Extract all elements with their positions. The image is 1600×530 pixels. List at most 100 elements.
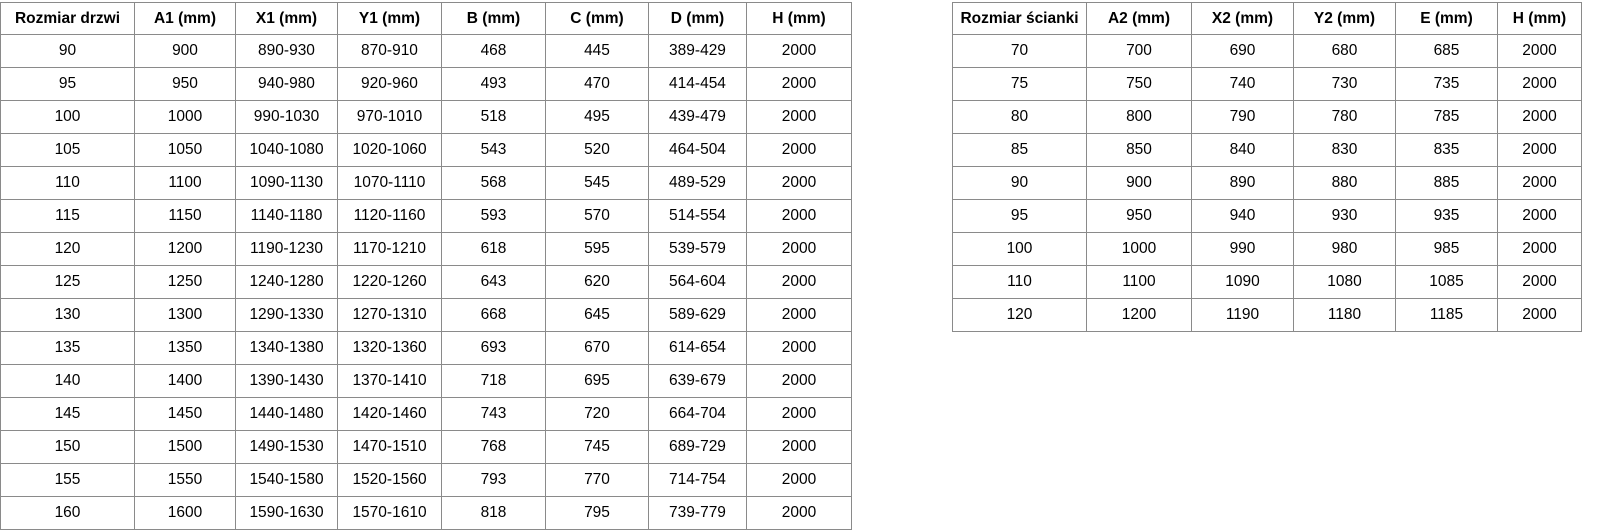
table-cell: 718: [441, 364, 546, 398]
row-size-cell: 155: [0, 463, 135, 497]
table-cell: 1440-1480: [235, 397, 338, 431]
row-size-cell: 90: [0, 34, 135, 68]
table-cell: 970-1010: [337, 100, 442, 134]
table-cell: 2000: [746, 67, 852, 101]
column-header-5: H (mm): [1497, 2, 1582, 35]
table-cell: 445: [545, 34, 649, 68]
table-cell: 835: [1395, 133, 1498, 167]
table-cell: 940-980: [235, 67, 338, 101]
table-cell: 543: [441, 133, 546, 167]
table-cell: 1340-1380: [235, 331, 338, 365]
table-cell: 1080: [1293, 265, 1396, 299]
table-cell: 568: [441, 166, 546, 200]
table-cell: 695: [545, 364, 649, 398]
column-header-4: E (mm): [1395, 2, 1498, 35]
table-cell: 1100: [134, 166, 236, 200]
row-size-cell: 130: [0, 298, 135, 332]
row-size-cell: 110: [0, 166, 135, 200]
table-row: 150 1500 1490-1530 1470-1510 768 745 689-729 20…: [0, 430, 852, 464]
table-cell: 1190-1230: [235, 232, 338, 266]
row-size-cell: 95: [952, 199, 1087, 233]
table-cell: 900: [1086, 166, 1192, 200]
table-cell: 2000: [1497, 67, 1582, 101]
door-table-header: Rozmiar drzwi A1 (mm) X1 (mm) Y1 (mm) B (mm)…: [0, 2, 852, 35]
table-cell: 2000: [746, 265, 852, 299]
table-cell: 1520-1560: [337, 463, 442, 497]
table-cell: 1180: [1293, 298, 1396, 332]
table-cell: 1250: [134, 265, 236, 299]
table-cell: 645: [545, 298, 649, 332]
wall-size-table: Rozmiar ścianki A2 (mm) X2 (mm) Y2 (mm) E (m…: [952, 2, 1582, 332]
table-cell: 790: [1191, 100, 1294, 134]
table-cell: 930: [1293, 199, 1396, 233]
row-size-cell: 140: [0, 364, 135, 398]
table-cell: 1000: [1086, 232, 1192, 266]
table-row: 80 800 790 780 785 2000: [952, 100, 1582, 134]
column-header-2: X1 (mm): [235, 2, 338, 35]
table-cell: 1070-1110: [337, 166, 442, 200]
table-row: 110 1100 1090-1130 1070-1110 568 545 489-529 20…: [0, 166, 852, 200]
table-cell: 520: [545, 133, 649, 167]
table-cell: 2000: [1497, 100, 1582, 134]
table-cell: 1200: [1086, 298, 1192, 332]
table-cell: 740: [1191, 67, 1294, 101]
table-header-row: Rozmiar ścianki A2 (mm) X2 (mm) Y2 (mm) E (m…: [952, 2, 1582, 35]
table-cell: 1220-1260: [337, 265, 442, 299]
table-cell: 1590-1630: [235, 496, 338, 530]
table-cell: 935: [1395, 199, 1498, 233]
table-cell: 690: [1191, 34, 1294, 68]
door-table-body: 90 900 890-930 870-910 468 445 389-429 2000 95 95…: [0, 34, 852, 530]
table-cell: 1185: [1395, 298, 1498, 332]
row-size-cell: 150: [0, 430, 135, 464]
table-row: 70 700 690 680 685 2000: [952, 34, 1582, 68]
table-cell: 1390-1430: [235, 364, 338, 398]
table-cell: 2000: [746, 100, 852, 134]
row-size-cell: 90: [952, 166, 1087, 200]
table-cell: 1500: [134, 430, 236, 464]
table-cell: 795: [545, 496, 649, 530]
table-cell: 620: [545, 265, 649, 299]
row-size-cell: 75: [952, 67, 1087, 101]
row-size-cell: 80: [952, 100, 1087, 134]
table-cell: 1320-1360: [337, 331, 442, 365]
table-cell: 2000: [1497, 34, 1582, 68]
table-cell: 670: [545, 331, 649, 365]
row-size-cell: 135: [0, 331, 135, 365]
door-size-table: Rozmiar drzwi A1 (mm) X1 (mm) Y1 (mm) B (mm)…: [0, 2, 852, 530]
table-cell: 2000: [1497, 265, 1582, 299]
table-cell: 2000: [746, 463, 852, 497]
table-cell: 570: [545, 199, 649, 233]
table-cell: 2000: [746, 364, 852, 398]
table-row: 105 1050 1040-1080 1020-1060 543 520 464-504 20…: [0, 133, 852, 167]
table-cell: 950: [1086, 199, 1192, 233]
table-row: 135 1350 1340-1380 1320-1360 693 670 614-654 20…: [0, 331, 852, 365]
table-cell: 1490-1530: [235, 430, 338, 464]
row-size-cell: 95: [0, 67, 135, 101]
table-row: 140 1400 1390-1430 1370-1410 718 695 639-679 20…: [0, 364, 852, 398]
column-header-2: X2 (mm): [1191, 2, 1294, 35]
table-cell: 1100: [1086, 265, 1192, 299]
table-row: 130 1300 1290-1330 1270-1310 668 645 589-629 20…: [0, 298, 852, 332]
wall-table-header: Rozmiar ścianki A2 (mm) X2 (mm) Y2 (mm) E (m…: [952, 2, 1582, 35]
table-cell: 739-779: [648, 496, 747, 530]
table-row: 100 1000 990-1030 970-1010 518 495 439-479 2000: [0, 100, 852, 134]
wall-size-table-container: Rozmiar ścianki A2 (mm) X2 (mm) Y2 (mm) E (m…: [952, 2, 1582, 332]
table-row: 125 1250 1240-1280 1220-1260 643 620 564-604 20…: [0, 265, 852, 299]
table-cell: 1450: [134, 397, 236, 431]
row-size-cell: 120: [952, 298, 1087, 332]
table-cell: 593: [441, 199, 546, 233]
column-header-5: C (mm): [545, 2, 649, 35]
table-cell: 2000: [746, 397, 852, 431]
table-cell: 1090-1130: [235, 166, 338, 200]
table-cell: 2000: [1497, 199, 1582, 233]
table-cell: 720: [545, 397, 649, 431]
column-header-0: Rozmiar drzwi: [0, 2, 135, 35]
table-cell: 2000: [1497, 133, 1582, 167]
table-cell: 890: [1191, 166, 1294, 200]
table-cell: 564-604: [648, 265, 747, 299]
table-cell: 614-654: [648, 331, 747, 365]
table-cell: 495: [545, 100, 649, 134]
table-cell: 689-729: [648, 430, 747, 464]
row-size-cell: 110: [952, 265, 1087, 299]
table-cell: 990-1030: [235, 100, 338, 134]
